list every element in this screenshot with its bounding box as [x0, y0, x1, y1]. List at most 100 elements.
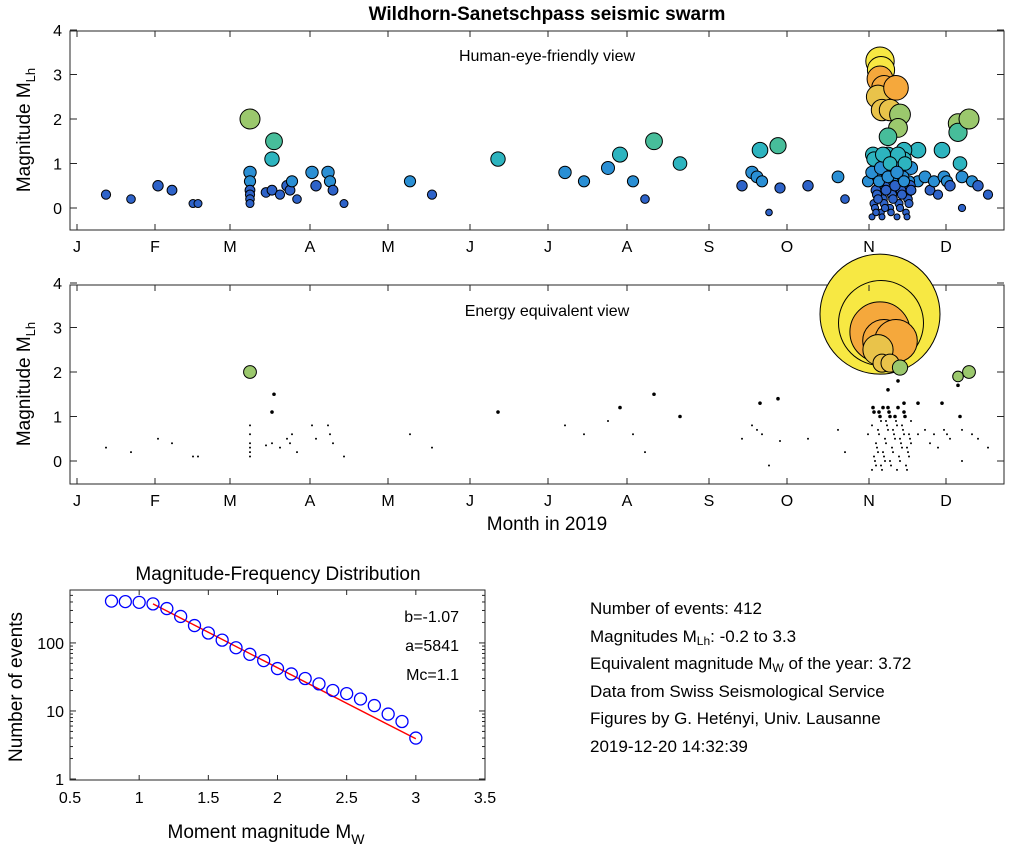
event-point — [286, 437, 288, 440]
event-marker — [958, 108, 980, 130]
event-point — [899, 437, 901, 440]
event-point — [943, 428, 945, 431]
event-point — [751, 424, 753, 427]
event-point — [607, 419, 609, 422]
event-marker — [751, 141, 769, 159]
event-marker — [883, 75, 909, 101]
event-point — [332, 442, 334, 445]
event-point — [889, 460, 891, 462]
event-marker — [774, 182, 786, 194]
event-point — [898, 455, 900, 458]
event-marker — [878, 213, 886, 221]
x-tick-label: O — [781, 493, 793, 510]
event-marker — [895, 203, 905, 213]
event-point — [892, 428, 894, 431]
event-point — [877, 410, 881, 414]
event-point — [933, 433, 935, 436]
panel-1-y-axis: 0 1 2 3 4 — [53, 23, 1004, 218]
event-point — [910, 419, 912, 422]
event-point — [867, 433, 869, 436]
x-tick-label: A — [305, 493, 316, 510]
event-point — [905, 464, 907, 467]
event-point — [776, 396, 780, 401]
x-tick-label: F — [150, 493, 160, 510]
frequency-point — [243, 647, 257, 661]
event-point — [741, 437, 743, 440]
event-point — [891, 446, 893, 449]
panel-2-energy-bubbles — [243, 253, 976, 383]
frequency-point — [340, 686, 354, 701]
event-point — [884, 460, 886, 462]
panel-3-y-axis: 1 10 100 — [37, 589, 485, 789]
event-marker — [769, 137, 787, 155]
event-point — [901, 424, 903, 427]
event-point — [902, 428, 904, 431]
y-tick-label: 4 — [53, 23, 62, 40]
x-tick-label: D — [940, 239, 952, 256]
event-marker — [905, 184, 917, 196]
event-point — [105, 446, 107, 449]
panel-2-y-axis: 0 1 2 3 4 — [53, 276, 1004, 471]
event-marker — [601, 160, 615, 175]
event-point — [171, 442, 173, 445]
event-marker — [887, 208, 895, 217]
event-marker — [285, 175, 299, 188]
event-point — [618, 405, 622, 410]
event-point — [896, 405, 900, 410]
panel-2-x-label: Month in 2019 — [487, 514, 607, 535]
event-point — [271, 442, 273, 445]
frequency-point — [132, 595, 146, 609]
y-tick-label: 1 — [55, 772, 64, 789]
event-point — [296, 451, 298, 454]
event-point — [880, 464, 882, 467]
event-marker — [897, 156, 913, 171]
event-point — [937, 446, 939, 449]
event-marker — [831, 170, 845, 184]
event-point — [329, 433, 331, 436]
event-point — [909, 437, 911, 440]
event-point — [431, 446, 433, 449]
frequency-point — [367, 698, 381, 713]
event-point — [409, 433, 411, 436]
x-tick-label: M — [381, 493, 394, 510]
event-point — [758, 401, 762, 405]
event-marker — [880, 203, 890, 213]
energy-bubble — [891, 359, 909, 376]
event-point — [807, 437, 809, 440]
event-point — [903, 433, 905, 436]
event-point — [896, 379, 900, 383]
panel-1-y-label: Magnitude MLh — [14, 68, 38, 192]
panel-human-view: Human-eye-friendly view 0 1 2 3 4 J F M A M J J A S O… — [14, 23, 1005, 256]
x-tick-label: A — [622, 239, 633, 256]
event-point — [961, 428, 963, 431]
event-marker — [193, 199, 203, 209]
event-point — [895, 419, 897, 422]
event-marker — [890, 165, 904, 180]
panel-3-fit-line — [152, 603, 417, 740]
event-marker — [872, 208, 880, 217]
event-point — [871, 405, 875, 410]
event-point — [761, 433, 763, 436]
x-tick-label: D — [940, 493, 952, 510]
event-point — [958, 414, 962, 419]
info-magnitude-range: Magnitudes MLh: -0.2 to 3.3 — [590, 626, 797, 648]
x-tick-label: 1 — [135, 790, 144, 807]
event-point — [916, 401, 920, 405]
event-point — [279, 446, 281, 449]
event-point — [583, 433, 585, 436]
frequency-point — [284, 667, 298, 681]
event-marker — [152, 180, 164, 192]
event-point — [564, 424, 566, 427]
event-marker — [612, 146, 628, 163]
event-marker — [577, 175, 591, 188]
event-point — [886, 405, 890, 410]
frequency-point — [215, 633, 229, 647]
event-point — [875, 464, 877, 467]
y-tick-label: 10 — [46, 704, 64, 721]
event-point — [886, 424, 888, 427]
y-tick-label: 100 — [37, 636, 64, 653]
x-tick-label: M — [381, 239, 394, 256]
event-point — [496, 410, 500, 414]
event-marker — [245, 199, 255, 209]
